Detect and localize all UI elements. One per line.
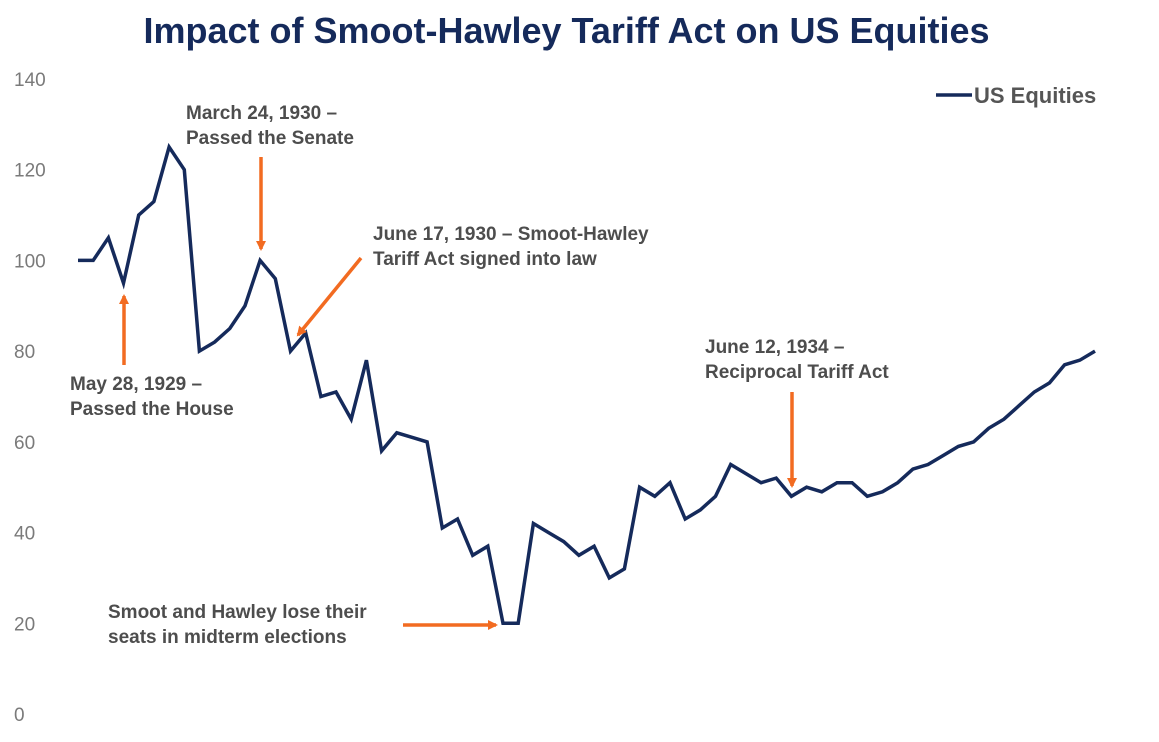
series-line-us-equities: [78, 142, 1096, 626]
legend-label: US Equities: [974, 83, 1096, 108]
annotation-line: March 24, 1930 –: [186, 103, 337, 124]
y-tick-label: 0: [14, 705, 25, 726]
y-tick-label: 140: [14, 70, 46, 91]
annotation-line: Passed the House: [70, 399, 234, 420]
annotation-line: Reciprocal Tariff Act: [705, 362, 889, 383]
y-tick-label: 120: [14, 161, 46, 182]
series-layer: [78, 142, 1096, 626]
annotation-label: March 24, 1930 – Passed the Senate: [186, 103, 354, 149]
annotation-label: Smoot and Hawley lose their seats in midt…: [108, 602, 367, 648]
annotation-label: June 12, 1934 – Reciprocal Tariff Act: [705, 337, 889, 383]
annotation-line: Smoot and Hawley lose their: [108, 602, 367, 623]
legend: US Equities: [936, 83, 1096, 108]
y-axis: 0 20 40 60 80 100 120 140: [14, 70, 46, 726]
annotation-line: seats in midterm elections: [108, 627, 347, 648]
y-tick-label: 40: [14, 524, 35, 545]
y-tick-label: 60: [14, 433, 35, 454]
annotation: June 12, 1934 – Reciprocal Tariff Act: [705, 337, 889, 488]
y-tick-label: 100: [14, 251, 46, 272]
y-tick-label: 80: [14, 342, 35, 363]
annotation-line: June 17, 1930 – Smoot-Hawley: [373, 224, 649, 245]
y-tick-label: 20: [14, 614, 35, 635]
annotation: March 24, 1930 – Passed the Senate: [186, 103, 354, 251]
annotation-layer: May 28, 1929 – Passed the House March 24, …: [70, 103, 889, 648]
annotation-line: Tariff Act signed into law: [373, 249, 597, 270]
chart-title: Impact of Smoot-Hawley Tariff Act on US …: [143, 10, 990, 51]
annotation-line: June 12, 1934 –: [705, 337, 844, 358]
annotation-label: May 28, 1929 – Passed the House: [70, 374, 234, 420]
annotation-arrow: [296, 256, 363, 337]
annotation: June 17, 1930 – Smoot-Hawley Tariff Act s…: [296, 224, 649, 337]
annotation-line: May 28, 1929 –: [70, 374, 202, 395]
annotation-line: Passed the Senate: [186, 128, 354, 149]
annotation: Smoot and Hawley lose their seats in midt…: [108, 602, 498, 648]
annotation-label: June 17, 1930 – Smoot-Hawley Tariff Act s…: [373, 224, 649, 270]
annotation: May 28, 1929 – Passed the House: [70, 294, 234, 420]
